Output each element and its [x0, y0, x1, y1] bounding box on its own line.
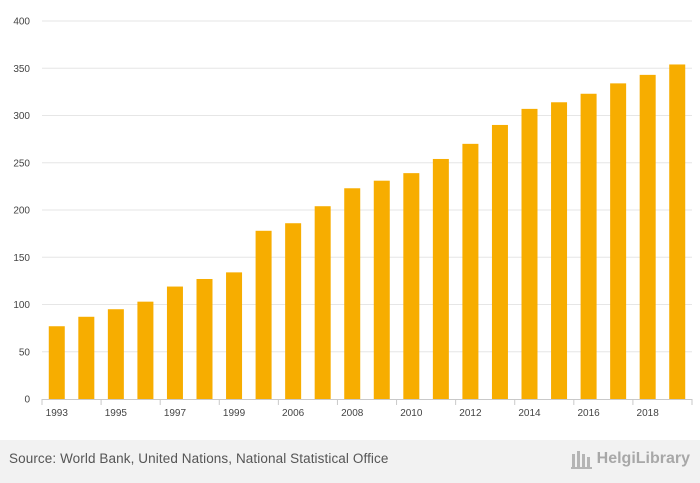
- bar-2018[interactable]: [639, 74, 656, 400]
- bar-2012[interactable]: [462, 143, 479, 399]
- bar-2011[interactable]: [432, 158, 449, 399]
- x-tick-label: 2006: [282, 408, 305, 419]
- bar-2019[interactable]: [669, 64, 686, 399]
- x-tick-label: 2016: [577, 408, 600, 419]
- y-tick-label: 300: [13, 111, 30, 122]
- y-tick-label: 100: [13, 300, 30, 311]
- x-tick-label: 2012: [459, 408, 482, 419]
- axes: 0 50 100 150 200 250 300 350 400 1993 1995 1997 1999…: [13, 17, 693, 419]
- bar-2017[interactable]: [610, 83, 627, 400]
- bar-chart: 0 50 100 150 200 250 300 350 400 1993 1995 1997 1999…: [13, 17, 693, 419]
- bar-1995[interactable]: [107, 309, 124, 399]
- x-tick-label: 1995: [105, 408, 128, 419]
- x-tick-label: 1993: [46, 408, 69, 419]
- footer: Source: World Bank, United Nations, Nati…: [0, 440, 700, 483]
- bar-2016[interactable]: [580, 93, 597, 399]
- x-tick-label: 1997: [164, 408, 187, 419]
- bar-2015[interactable]: [551, 102, 568, 400]
- source-text: Source: World Bank, United Nations, Nati…: [9, 451, 389, 466]
- brand-logo[interactable]: HelgiLibrary: [570, 449, 690, 469]
- x-tick-label: 2010: [400, 408, 423, 419]
- library-icon: [570, 451, 592, 469]
- x-tick-label: 1999: [223, 408, 246, 419]
- bar-1993[interactable]: [48, 326, 65, 399]
- brand-name: HelgiLibrary: [596, 450, 690, 467]
- bar-1998[interactable]: [196, 278, 213, 399]
- y-tick-label: 50: [19, 347, 31, 358]
- bar-2014[interactable]: [521, 108, 538, 399]
- y-tick-label: 0: [24, 395, 30, 406]
- bar-2010[interactable]: [403, 173, 420, 399]
- bar-2009[interactable]: [373, 180, 390, 399]
- bar-series: [48, 64, 686, 400]
- bar-2005[interactable]: [255, 230, 272, 399]
- chart-area: 0 50 100 150 200 250 300 350 400 1993 1995 1997 1999…: [13, 17, 693, 419]
- y-tick-label: 250: [13, 158, 30, 169]
- x-tick-label: 2014: [518, 408, 541, 419]
- y-tick-label: 350: [13, 64, 30, 75]
- x-tick-label: 2018: [637, 408, 660, 419]
- bar-2008[interactable]: [344, 188, 361, 399]
- bar-1994[interactable]: [78, 316, 95, 399]
- y-tick-label: 200: [13, 206, 30, 217]
- bar-2007[interactable]: [314, 206, 331, 399]
- bar-2006[interactable]: [285, 223, 302, 399]
- x-tick-label: 2008: [341, 408, 364, 419]
- bar-2013[interactable]: [491, 124, 508, 399]
- y-tick-label: 150: [13, 253, 30, 264]
- bar-1996[interactable]: [137, 301, 154, 399]
- y-tick-label: 400: [13, 17, 30, 28]
- bar-1999[interactable]: [226, 272, 243, 399]
- bar-1997[interactable]: [166, 286, 183, 399]
